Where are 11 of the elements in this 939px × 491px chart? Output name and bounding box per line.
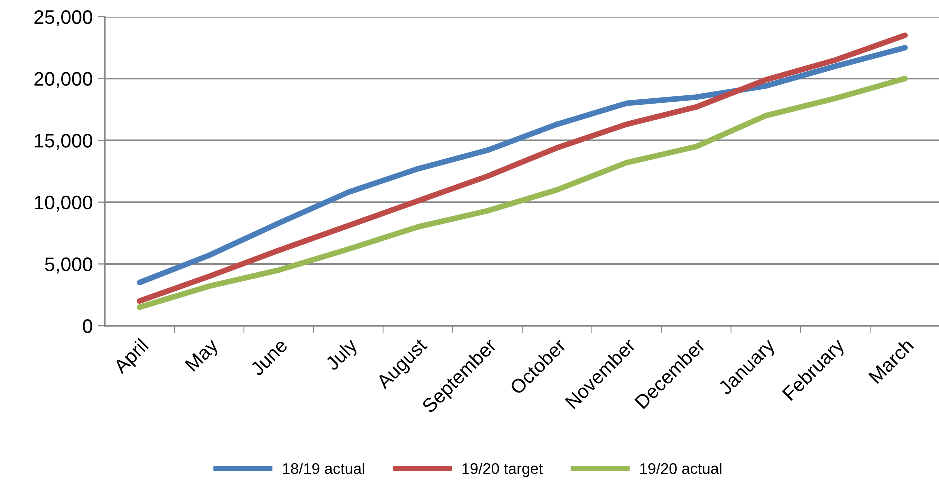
y-tick-label: 15,000 <box>35 134 92 150</box>
x-tick-label: May <box>185 338 222 375</box>
legend-label: 19/20 actual <box>640 463 722 474</box>
legend-label: 18/19 actual <box>283 463 364 474</box>
x-tick-label: July <box>324 337 362 374</box>
y-tick-label: 25,000 <box>34 10 92 27</box>
y-tick-label: 0 <box>83 319 92 334</box>
y-tick-label: 5,000 <box>45 258 92 274</box>
legend-label: 19/20 target <box>462 463 544 478</box>
y-tick-label: 10,000 <box>35 196 92 212</box>
y-tick-label: 20,000 <box>34 72 92 88</box>
